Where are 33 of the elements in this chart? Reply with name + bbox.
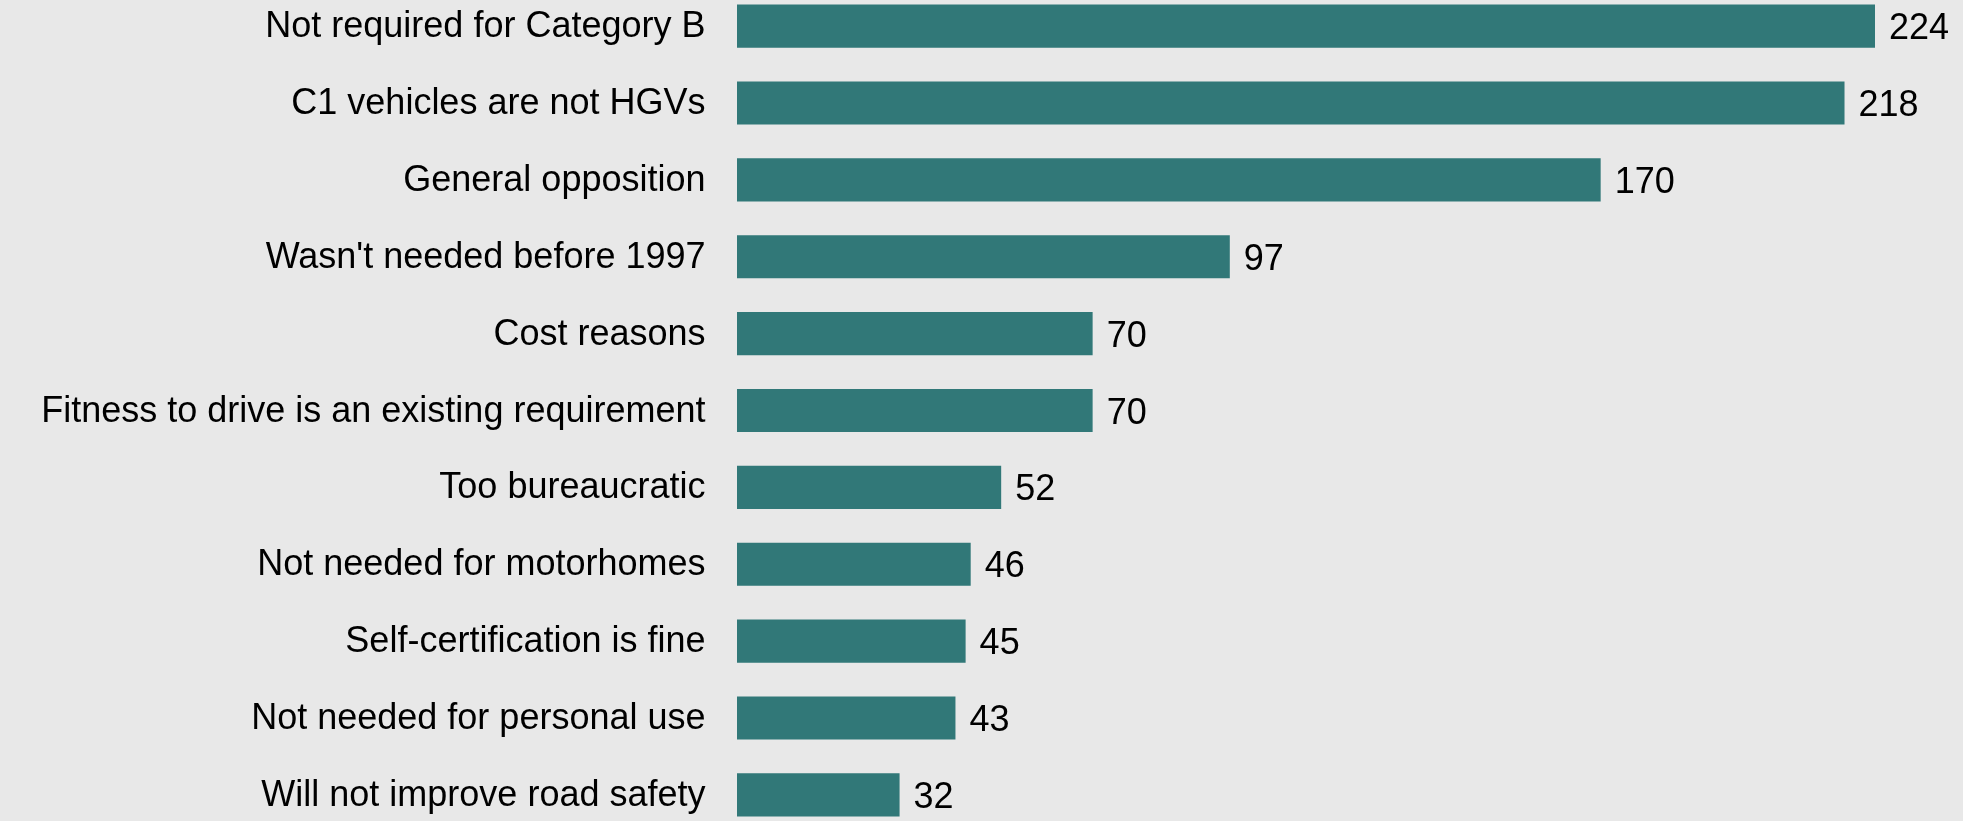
bar: [737, 465, 1002, 509]
y-tick-label: Not needed for motorhomes: [257, 542, 706, 584]
data-label: 170: [1614, 159, 1675, 201]
y-tick-label: Not required for Category B: [265, 4, 706, 46]
data-label: 46: [984, 544, 1025, 586]
data-label: 218: [1858, 83, 1919, 125]
data-label: 32: [913, 774, 954, 816]
data-label: 70: [1106, 313, 1147, 355]
bar: [737, 235, 1230, 279]
data-label: 45: [979, 621, 1020, 663]
bar: [737, 312, 1093, 356]
bar: [737, 696, 956, 740]
y-tick-label: C1 vehicles are not HGVs: [291, 81, 706, 123]
y-tick-label: Too bureaucratic: [439, 465, 706, 507]
y-tick-label: Fitness to drive is an existing requirement: [41, 388, 706, 430]
bar: [737, 542, 971, 586]
bar: [737, 81, 1845, 125]
data-label: 52: [1015, 467, 1056, 509]
data-label: 97: [1243, 236, 1284, 278]
y-tick-label: General opposition: [403, 157, 706, 199]
bar: [737, 388, 1093, 433]
data-label: 70: [1106, 390, 1147, 432]
y-tick-label: Self-certification is fine: [345, 619, 706, 661]
bar: [737, 4, 1875, 48]
bar: [737, 773, 900, 817]
y-tick-label: Cost reasons: [493, 311, 706, 353]
y-tick-label: Not needed for personal use: [251, 695, 706, 737]
data-label: 224: [1889, 6, 1950, 48]
bar: [737, 619, 966, 663]
bar: [737, 158, 1601, 202]
y-tick-label: Will not improve road safety: [261, 772, 706, 814]
data-label: 43: [969, 697, 1010, 739]
y-tick-label: Wasn't needed before 1997: [265, 234, 706, 276]
